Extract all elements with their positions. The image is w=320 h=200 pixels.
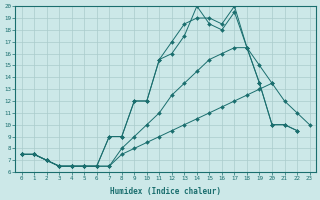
X-axis label: Humidex (Indice chaleur): Humidex (Indice chaleur) bbox=[110, 187, 221, 196]
